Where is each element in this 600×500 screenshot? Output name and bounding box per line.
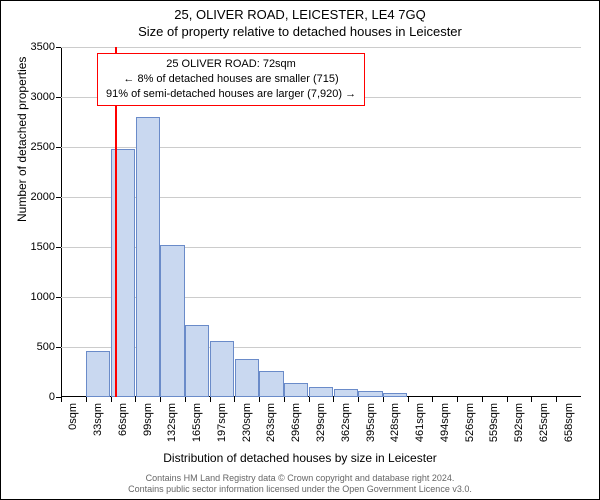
footer: Contains HM Land Registry data © Crown c… [1,473,599,496]
footer-line2: Contains public sector information licen… [1,484,599,495]
x-tick-label: 296sqm [290,403,302,442]
y-tick-mark [56,347,61,348]
histogram-bar [383,393,407,397]
histogram-bar [185,325,209,397]
x-tick-mark [457,397,458,402]
x-tick-label: 197sqm [216,403,228,442]
x-tick-label: 494sqm [439,403,451,442]
title-main: 25, OLIVER ROAD, LEICESTER, LE4 7GQ [1,7,599,22]
footer-line1: Contains HM Land Registry data © Crown c… [1,473,599,484]
chart-container: 25, OLIVER ROAD, LEICESTER, LE4 7GQ Size… [0,0,600,500]
y-tick-label: 3500 [31,41,55,53]
x-tick-label: 395sqm [365,403,377,442]
x-tick-label: 165sqm [191,403,203,442]
x-tick-label: 559sqm [488,403,500,442]
y-tick-label: 500 [37,341,55,353]
y-axis-label-text: Number of detached properties [15,57,29,222]
x-tick-label: 658sqm [563,403,575,442]
x-tick-mark [333,397,334,402]
x-tick-mark [135,397,136,402]
x-tick-mark [160,397,161,402]
x-tick-label: 132sqm [166,403,178,442]
histogram-bar [309,387,333,397]
annotation-line2: ← 8% of detached houses are smaller (715… [106,72,356,87]
x-tick-label: 592sqm [513,403,525,442]
y-tick-label: 1500 [31,241,55,253]
x-tick-mark [210,397,211,402]
annotation-line1: 25 OLIVER ROAD: 72sqm [106,57,356,72]
x-tick-mark [408,397,409,402]
histogram-bar [358,391,382,397]
y-tick-mark [56,147,61,148]
annotation-line3: 91% of semi-detached houses are larger (… [106,87,356,102]
x-tick-mark [383,397,384,402]
histogram-bar [284,383,308,397]
histogram-bar [210,341,234,397]
x-tick-label: 33sqm [92,403,104,436]
x-tick-mark [507,397,508,402]
y-tick-label: 2000 [31,191,55,203]
x-tick-label: 526sqm [464,403,476,442]
x-tick-mark [531,397,532,402]
x-tick-label: 263sqm [265,403,277,442]
y-tick-label: 3000 [31,91,55,103]
y-tick-mark [56,97,61,98]
x-tick-mark [556,397,557,402]
histogram-bar [334,389,358,397]
gridline-h [61,47,581,48]
x-tick-label: 362sqm [340,403,352,442]
x-tick-label: 625sqm [538,403,550,442]
x-tick-mark [259,397,260,402]
y-tick-mark [56,47,61,48]
title-sub: Size of property relative to detached ho… [1,24,599,39]
histogram-bar [86,351,110,397]
x-tick-mark [309,397,310,402]
x-axis-label: Distribution of detached houses by size … [1,451,599,465]
x-tick-mark [482,397,483,402]
histogram-bar [160,245,184,397]
x-tick-mark [86,397,87,402]
x-tick-mark [111,397,112,402]
x-tick-label: 329sqm [315,403,327,442]
x-tick-mark [61,397,62,402]
y-tick-label: 1000 [31,291,55,303]
x-tick-label: 0sqm [67,403,79,430]
x-tick-label: 99sqm [142,403,154,436]
y-tick-label: 2500 [31,141,55,153]
x-tick-mark [284,397,285,402]
x-tick-mark [234,397,235,402]
x-tick-label: 66sqm [117,403,129,436]
y-tick-label: 0 [49,391,55,403]
histogram-bar [259,371,283,397]
y-tick-mark [56,197,61,198]
annotation-box: 25 OLIVER ROAD: 72sqm ← 8% of detached h… [97,53,365,106]
y-axis-line [61,47,62,397]
x-tick-label: 428sqm [389,403,401,442]
y-tick-mark [56,297,61,298]
histogram-bar [235,359,259,397]
x-tick-label: 230sqm [241,403,253,442]
x-tick-mark [432,397,433,402]
x-tick-mark [185,397,186,402]
y-tick-mark [56,247,61,248]
y-axis-label: Number of detached properties [15,57,29,222]
histogram-bar [136,117,160,397]
x-tick-mark [358,397,359,402]
x-tick-label: 461sqm [414,403,426,442]
